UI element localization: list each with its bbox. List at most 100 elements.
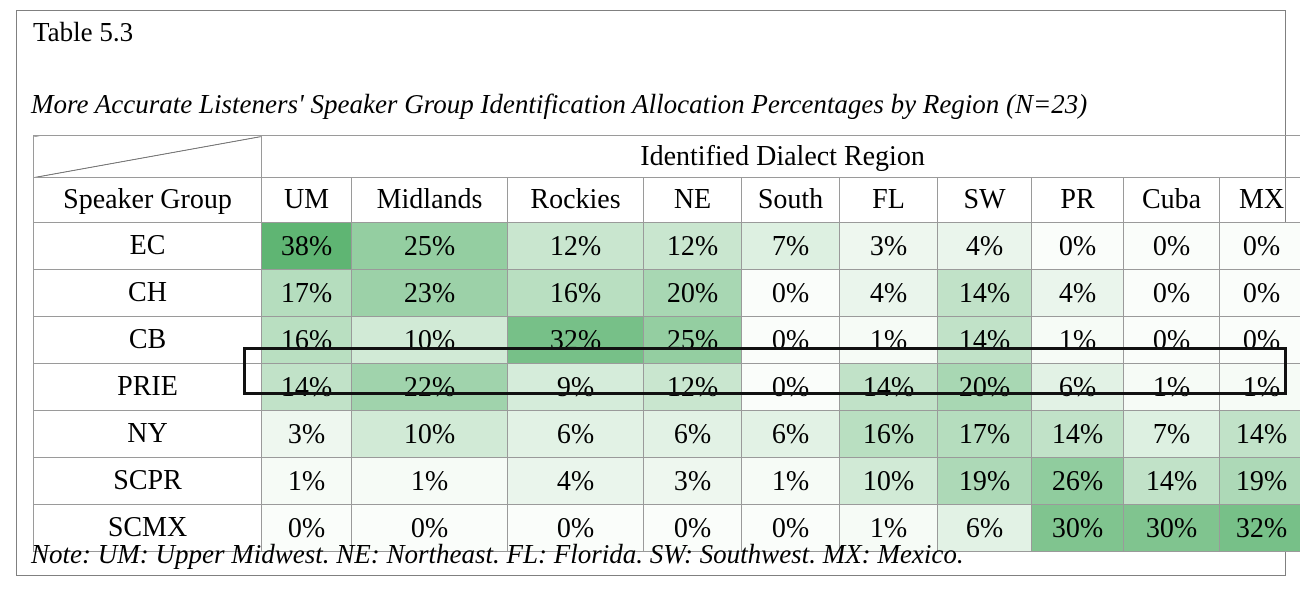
percent-cell: 0% bbox=[351, 504, 508, 552]
column-header-pr: PR bbox=[1031, 177, 1124, 223]
percent-cell: 32% bbox=[1218, 504, 1300, 552]
percent-cell: 14% bbox=[261, 363, 352, 411]
row-header: Speaker Group bbox=[33, 177, 262, 223]
percent-cell: 17% bbox=[937, 410, 1032, 458]
percent-cell: 25% bbox=[643, 316, 742, 364]
percent-cell: 4% bbox=[937, 222, 1032, 270]
percent-cell: 3% bbox=[839, 222, 938, 270]
percent-cell: 16% bbox=[839, 410, 938, 458]
percent-cell: 7% bbox=[741, 222, 840, 270]
percent-cell: 14% bbox=[1218, 410, 1300, 458]
percent-cell: 4% bbox=[507, 457, 644, 505]
percent-cell: 6% bbox=[643, 410, 742, 458]
column-header-rockies: Rockies bbox=[507, 177, 644, 223]
group-header: Identified Dialect Region bbox=[260, 135, 1300, 178]
percent-cell: 25% bbox=[351, 222, 508, 270]
percent-cell: 17% bbox=[261, 269, 352, 317]
table-row-cb: CB 16% 10% 32% 25% 0% 1% 14% 1% 0% 0% bbox=[33, 316, 1300, 364]
group-header-row: Identified Dialect Region bbox=[33, 135, 1300, 178]
speaker-group-label: CB bbox=[33, 316, 262, 364]
column-header-mx: MX bbox=[1218, 177, 1300, 223]
column-header-row: Speaker Group UM Midlands Rockies NE South FL… bbox=[33, 177, 1300, 223]
percent-cell: 19% bbox=[1218, 457, 1300, 505]
percent-cell: 30% bbox=[1123, 504, 1220, 552]
percent-cell: 10% bbox=[839, 457, 938, 505]
column-header-ne: NE bbox=[643, 177, 742, 223]
percent-cell: 0% bbox=[1123, 316, 1220, 364]
percent-cell: 6% bbox=[1031, 363, 1124, 411]
percent-cell: 1% bbox=[1123, 363, 1220, 411]
percent-cell: 6% bbox=[507, 410, 644, 458]
table-frame: Table 5.3 More Accurate Listeners' Speak… bbox=[16, 10, 1300, 576]
percent-cell: 1% bbox=[261, 457, 352, 505]
percent-cell: 10% bbox=[351, 410, 508, 458]
percent-cell: 38% bbox=[261, 222, 352, 270]
percent-cell: 14% bbox=[839, 363, 938, 411]
percent-cell: 14% bbox=[937, 269, 1032, 317]
percent-cell: 0% bbox=[1031, 222, 1124, 270]
percent-cell: 1% bbox=[351, 457, 508, 505]
percent-cell: 1% bbox=[839, 504, 938, 552]
percent-cell: 0% bbox=[1123, 269, 1220, 317]
percent-cell: 3% bbox=[643, 457, 742, 505]
percent-cell: 12% bbox=[507, 222, 644, 270]
column-header-midlands: Midlands bbox=[351, 177, 508, 223]
percent-cell: 23% bbox=[351, 269, 508, 317]
percent-cell: 0% bbox=[1218, 269, 1300, 317]
percent-cell: 1% bbox=[741, 457, 840, 505]
percent-cell: 0% bbox=[507, 504, 644, 552]
percent-cell: 16% bbox=[261, 316, 352, 364]
speaker-group-label: SCMX bbox=[33, 504, 262, 552]
percent-cell: 6% bbox=[741, 410, 840, 458]
table-title: More Accurate Listeners' Speaker Group I… bbox=[31, 89, 1088, 119]
percent-cell: 0% bbox=[1123, 222, 1220, 270]
percent-cell: 26% bbox=[1031, 457, 1124, 505]
percent-cell: 14% bbox=[1031, 410, 1124, 458]
percent-cell: 0% bbox=[741, 504, 840, 552]
column-header-south: South bbox=[741, 177, 840, 223]
speaker-group-label: SCPR bbox=[33, 457, 262, 505]
table-note: Note: UM: Upper Midwest. NE: Northeast. … bbox=[31, 539, 964, 569]
percent-cell: 14% bbox=[1123, 457, 1220, 505]
percent-cell: 0% bbox=[261, 504, 352, 552]
table-row-scmx: SCMX 0% 0% 0% 0% 0% 1% 6% 30% 30% 32% bbox=[33, 504, 1300, 552]
percent-cell: 1% bbox=[1031, 316, 1124, 364]
percent-cell: 19% bbox=[937, 457, 1032, 505]
percent-cell: 12% bbox=[643, 222, 742, 270]
percent-cell: 7% bbox=[1123, 410, 1220, 458]
table-row-prie: PRIE 14% 22% 9% 12% 0% 14% 20% 6% 1% 1% bbox=[33, 363, 1300, 411]
percent-cell: 6% bbox=[937, 504, 1032, 552]
percent-cell: 3% bbox=[261, 410, 352, 458]
percent-cell: 4% bbox=[1031, 269, 1124, 317]
speaker-group-label: NY bbox=[33, 410, 262, 458]
table-row-ch: CH 17% 23% 16% 20% 0% 4% 14% 4% 0% 0% bbox=[33, 269, 1300, 317]
table-row-ec: EC 38% 25% 12% 12% 7% 3% 4% 0% 0% 0% bbox=[33, 222, 1300, 270]
speaker-group-label: PRIE bbox=[33, 363, 262, 411]
percent-cell: 12% bbox=[643, 363, 742, 411]
column-header-sw: SW bbox=[937, 177, 1032, 223]
percent-cell: 0% bbox=[741, 269, 840, 317]
percent-cell: 30% bbox=[1031, 504, 1124, 552]
column-header-um: UM bbox=[261, 177, 352, 223]
column-header-cuba: Cuba bbox=[1123, 177, 1220, 223]
table-row-ny: NY 3% 10% 6% 6% 6% 16% 17% 14% 7% 14% bbox=[33, 410, 1300, 458]
diagonal-corner-cell bbox=[33, 135, 262, 178]
percent-cell: 0% bbox=[741, 363, 840, 411]
percent-cell: 1% bbox=[1218, 363, 1300, 411]
speaker-group-label: CH bbox=[33, 269, 262, 317]
percent-cell: 0% bbox=[741, 316, 840, 364]
percent-cell: 16% bbox=[507, 269, 644, 317]
percent-cell: 20% bbox=[643, 269, 742, 317]
percent-cell: 22% bbox=[351, 363, 508, 411]
percent-cell: 20% bbox=[937, 363, 1032, 411]
percent-cell: 10% bbox=[351, 316, 508, 364]
allocation-table: Identified Dialect Region Speaker Group … bbox=[33, 135, 1300, 552]
percent-cell: 0% bbox=[643, 504, 742, 552]
percent-cell: 32% bbox=[507, 316, 644, 364]
percent-cell: 1% bbox=[839, 316, 938, 364]
percent-cell: 0% bbox=[1218, 222, 1300, 270]
table-row-scpr: SCPR 1% 1% 4% 3% 1% 10% 19% 26% 14% 19% bbox=[33, 457, 1300, 505]
column-header-fl: FL bbox=[839, 177, 938, 223]
table-number: Table 5.3 bbox=[33, 17, 134, 47]
percent-cell: 14% bbox=[937, 316, 1032, 364]
